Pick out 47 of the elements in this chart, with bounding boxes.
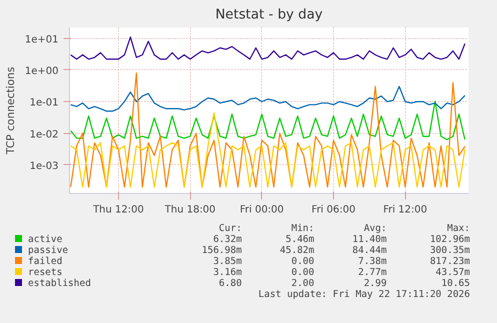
text: 43.57m: [434, 267, 470, 278]
text: Max:: [446, 223, 470, 234]
text: Cur:: [218, 223, 242, 234]
text: 84.44m: [351, 245, 387, 256]
text: 5.46m: [284, 234, 314, 245]
text: 156.98m: [200, 245, 242, 256]
text: 817.23m: [428, 256, 470, 267]
x-tick-label: Fri 00:00: [240, 204, 284, 216]
text: 10.65: [440, 278, 470, 289]
y-tick-label: 1e-02: [30, 129, 59, 140]
text: Avg:: [362, 223, 387, 234]
text: 3.85m: [212, 256, 242, 267]
text: 102.96m: [428, 234, 470, 245]
legend-label: established: [27, 278, 92, 289]
text: 2.99: [362, 278, 387, 289]
text: 2.00: [290, 278, 314, 289]
x-tick-label: Thu 12:00: [92, 204, 144, 216]
text: 300.35m: [428, 245, 470, 256]
y-tick-label: 1e+01: [24, 34, 59, 46]
chart-title: Netstat - by day: [215, 8, 323, 22]
line-series: [70, 86, 466, 112]
text: 45.82m: [278, 245, 314, 256]
y-axis-title: TCP connections: [4, 66, 17, 156]
y-tick-label: 1e-01: [30, 98, 59, 109]
legend-label: failed: [27, 256, 64, 267]
y-tick-label: 1e-03: [30, 160, 59, 172]
text: 7.38m: [357, 256, 387, 267]
legend-label: resets: [27, 267, 64, 278]
text: 2.77m: [357, 267, 387, 278]
text: 0.00: [290, 267, 314, 278]
text: Min:: [290, 223, 314, 234]
text: 11.40m: [351, 234, 387, 245]
line-series: [70, 112, 466, 188]
x-tick-label: Thu 18:00: [164, 204, 216, 216]
y-tick-label: 1e+00: [24, 66, 59, 77]
text: 6.32m: [212, 234, 242, 245]
text: 6.80: [218, 278, 242, 289]
x-tick-label: Fri 12:00: [383, 204, 428, 216]
line-series: [70, 36, 466, 60]
text: Last update: Fri May 22 17:11:20 2026: [257, 289, 470, 300]
x-tick-label: Fri 06:00: [312, 204, 356, 216]
legend-label: active: [27, 234, 64, 245]
text: 3.16m: [212, 267, 242, 278]
legend-label: passive: [27, 245, 70, 256]
text: 0.00: [290, 256, 314, 267]
line-series: [70, 72, 466, 188]
line-series: [70, 100, 466, 140]
